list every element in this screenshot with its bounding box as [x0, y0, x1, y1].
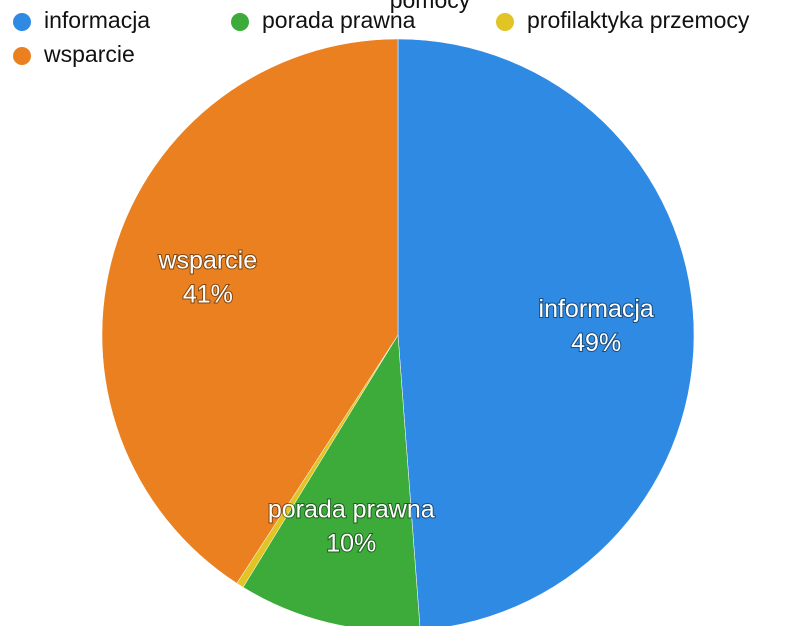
slice-value-label: 41% — [183, 280, 233, 308]
slice-label: porada prawna — [268, 495, 435, 523]
legend-label: informacja — [44, 7, 150, 33]
slice-label: wsparcie — [158, 246, 258, 274]
pie-slice — [242, 334, 421, 626]
legend-marker — [13, 13, 31, 31]
legend-label: profilaktyka przemocy — [527, 7, 750, 33]
pie-slice — [397, 38, 695, 626]
legend-marker — [496, 13, 514, 31]
slice-label: informacja — [539, 295, 654, 323]
legend-label: porada prawna — [262, 7, 416, 33]
slice-value-label: 10% — [326, 529, 376, 557]
legend-label: wsparcie — [43, 41, 135, 67]
slice-value-label: 49% — [571, 329, 621, 357]
pie-slice — [101, 38, 399, 584]
legend-marker — [231, 13, 249, 31]
legend-marker — [13, 47, 31, 65]
chart-title: pomocy — [390, 0, 471, 13]
